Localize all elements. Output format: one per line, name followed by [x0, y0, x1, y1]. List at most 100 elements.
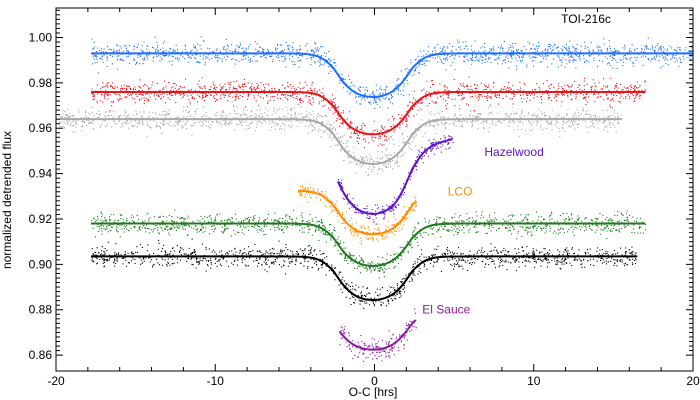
data-point	[407, 250, 409, 252]
data-point	[567, 96, 569, 98]
data-point	[254, 113, 256, 115]
data-point	[358, 89, 360, 91]
data-point	[478, 60, 480, 62]
data-point	[198, 95, 200, 97]
data-point	[570, 94, 572, 96]
data-point	[568, 120, 570, 122]
data-point	[299, 100, 301, 102]
data-point	[158, 114, 160, 116]
data-point	[607, 116, 609, 118]
data-point	[287, 99, 289, 101]
data-point	[612, 58, 614, 60]
data-point	[408, 206, 410, 208]
data-point	[375, 217, 377, 219]
data-point	[397, 83, 399, 85]
data-point	[448, 142, 450, 144]
data-point	[362, 138, 364, 140]
data-point	[640, 56, 642, 58]
data-point	[302, 101, 304, 103]
data-point	[355, 222, 357, 224]
data-point	[216, 86, 218, 88]
data-point	[291, 50, 293, 52]
data-point	[256, 124, 258, 126]
data-point	[403, 78, 405, 80]
data-point	[510, 113, 512, 115]
data-point	[106, 45, 108, 47]
data-point	[138, 99, 140, 101]
data-point	[342, 197, 344, 199]
data-point	[381, 238, 383, 240]
data-point	[435, 93, 437, 95]
data-point	[187, 61, 189, 63]
data-point	[436, 146, 438, 148]
data-point	[615, 59, 617, 61]
data-point	[260, 121, 262, 123]
data-point	[402, 150, 404, 152]
data-point	[469, 92, 471, 94]
data-point	[183, 106, 185, 108]
data-point	[570, 92, 572, 94]
data-point	[118, 49, 120, 51]
data-point	[502, 97, 504, 99]
data-point	[358, 159, 360, 161]
data-point	[290, 126, 292, 128]
data-point	[595, 116, 597, 118]
data-point	[137, 119, 139, 121]
data-point	[449, 229, 451, 231]
data-point	[242, 113, 244, 115]
data-point	[249, 88, 251, 90]
data-point	[147, 117, 149, 119]
data-point	[241, 120, 243, 122]
data-point	[302, 185, 304, 187]
data-point	[241, 83, 243, 85]
data-point	[598, 54, 600, 56]
data-point	[106, 56, 108, 58]
data-point	[495, 59, 497, 61]
data-point	[488, 131, 490, 133]
data-point	[540, 95, 542, 97]
data-point	[424, 60, 426, 62]
data-point	[435, 222, 437, 224]
data-point	[329, 128, 331, 130]
data-point	[153, 95, 155, 97]
data-point	[634, 85, 636, 87]
data-point	[395, 205, 397, 207]
data-point	[556, 126, 558, 128]
data-point	[155, 98, 157, 100]
data-point	[288, 124, 290, 126]
data-point	[536, 211, 538, 213]
data-point	[601, 60, 603, 62]
data-point	[170, 95, 172, 97]
data-point	[480, 56, 482, 58]
data-point	[387, 163, 389, 165]
data-point	[304, 196, 306, 198]
data-point	[533, 97, 535, 99]
data-point	[116, 229, 118, 231]
data-point	[631, 57, 633, 59]
data-point	[531, 93, 533, 95]
data-point	[93, 46, 95, 48]
data-point	[434, 50, 436, 52]
data-point	[360, 165, 362, 167]
data-point	[280, 128, 282, 130]
data-point	[146, 45, 148, 47]
data-point	[462, 97, 464, 99]
data-point	[182, 126, 184, 128]
data-point	[648, 59, 650, 61]
data-point	[546, 51, 548, 53]
data-point	[399, 165, 401, 167]
data-point	[421, 158, 423, 160]
data-point	[66, 121, 68, 123]
data-point	[410, 59, 412, 61]
data-point	[223, 46, 225, 48]
data-point	[384, 134, 386, 136]
data-point	[105, 111, 107, 113]
data-point	[395, 84, 397, 86]
data-point	[311, 104, 313, 106]
data-point	[74, 122, 76, 124]
data-point	[355, 212, 357, 214]
data-point	[245, 47, 247, 49]
data-point	[416, 156, 418, 158]
data-point	[263, 84, 265, 86]
data-point	[636, 56, 638, 58]
